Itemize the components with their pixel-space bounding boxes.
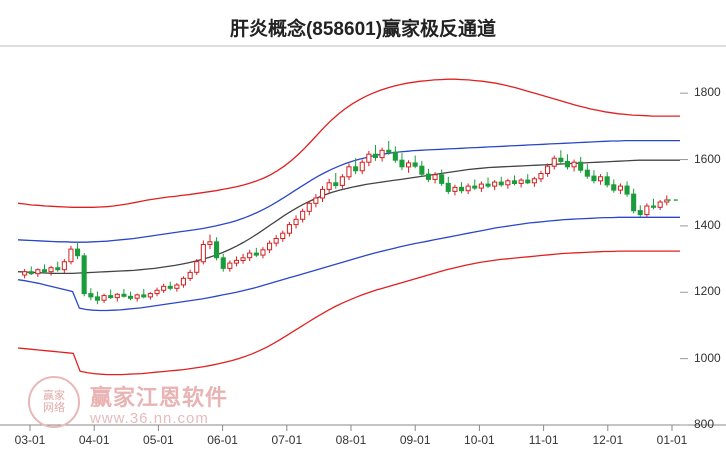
y-tick-label: 1200 bbox=[694, 284, 721, 299]
x-tick-label: 08-01 bbox=[335, 433, 367, 447]
chart-band-lines bbox=[17, 78, 680, 376]
chart-title: 肝炎概念(858601)赢家极反通道 bbox=[229, 19, 497, 40]
x-tick-label: 09-01 bbox=[399, 433, 431, 447]
x-tick-label: 11-01 bbox=[528, 433, 559, 447]
y-tick-label: 800 bbox=[694, 417, 715, 431]
y-tick-label: 1400 bbox=[694, 217, 721, 232]
chart-axes bbox=[0, 45, 726, 431]
y-tick-label: 1600 bbox=[694, 151, 721, 166]
x-tick-label: 06-01 bbox=[207, 433, 238, 447]
x-tick-label: 01-01 bbox=[656, 433, 688, 447]
x-tick-label: 05-01 bbox=[143, 433, 174, 447]
y-tick-label: 1000 bbox=[694, 350, 721, 365]
x-tick-label: 03-01 bbox=[14, 433, 46, 447]
chart-candlesticks bbox=[22, 140, 670, 305]
x-tick-label: 04-01 bbox=[78, 433, 110, 447]
x-tick-label: 07-01 bbox=[271, 433, 303, 447]
x-tick-label: 10-01 bbox=[464, 433, 495, 447]
y-tick-label: 1800 bbox=[694, 85, 721, 100]
x-tick-label: 12-01 bbox=[592, 433, 624, 447]
